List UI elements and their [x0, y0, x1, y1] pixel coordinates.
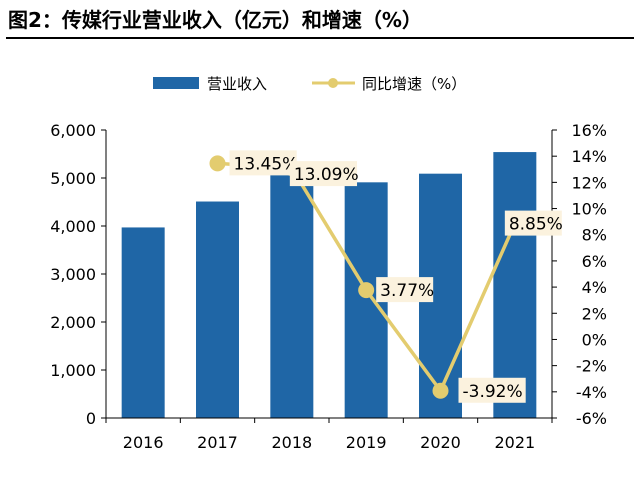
y-right-tick-label: -6% — [576, 409, 607, 428]
y-left-tick-label: 2,000 — [50, 313, 96, 332]
y-right-tick-label: 14% — [571, 147, 607, 166]
y-right-tick-label: 6% — [582, 252, 607, 271]
y-left-tick-label: 5,000 — [50, 169, 96, 188]
y-left-tick-label: 4,000 — [50, 217, 96, 236]
growth-point-2019 — [358, 282, 375, 299]
legend-line-label: 同比增速（%） — [362, 75, 466, 93]
legend-line-dot — [328, 78, 338, 88]
data-label-2018: 13.09% — [294, 165, 359, 185]
data-label-2017: 13.45% — [234, 154, 299, 174]
bar-2018 — [270, 172, 314, 418]
x-tick-label: 2020 — [420, 433, 461, 452]
y-right-tick-label: 10% — [571, 200, 607, 219]
y-right-tick-label: 0% — [582, 330, 607, 349]
bar-2021 — [493, 152, 537, 418]
y-right-tick-label: 2% — [582, 304, 607, 323]
legend-bar-swatch — [153, 77, 199, 89]
legend-bar-label: 营业收入 — [207, 75, 267, 93]
bar-2017 — [196, 201, 239, 418]
y-left-tick-label: 1,000 — [50, 361, 96, 380]
data-label-2021: 8.85% — [509, 215, 563, 235]
y-left-tick-label: 3,000 — [50, 265, 96, 284]
data-label-box — [376, 277, 434, 303]
y-right-tick-label: 12% — [571, 173, 607, 192]
y-left-tick-label: 0 — [86, 409, 96, 428]
data-label-2020: -3.92% — [463, 382, 523, 402]
y-right-tick-label: 4% — [582, 278, 607, 297]
bar-2016 — [121, 227, 165, 418]
figure-title: 图2：传媒行业营业收入（亿元）和增速（%） — [8, 8, 422, 32]
x-tick-label: 2019 — [346, 433, 387, 452]
bars — [121, 152, 537, 418]
legend: 营业收入 同比增速（%） — [153, 75, 466, 93]
growth-point-2020 — [432, 382, 449, 399]
y-left-tick-label: 6,000 — [50, 121, 96, 140]
x-tick-label: 2021 — [494, 433, 535, 452]
y-right-tick-label: 8% — [582, 226, 607, 245]
growth-point-2017 — [209, 155, 226, 172]
data-label-box — [504, 210, 562, 236]
data-label-2019: 3.77% — [380, 281, 434, 301]
data-label-box — [289, 161, 358, 187]
data-label-box — [229, 150, 297, 176]
data-label-box — [458, 377, 526, 403]
y-right-tick-label: 16% — [571, 121, 607, 140]
labels-layer: 13.45%13.09% 3.77% -3.92% 8.85% — [229, 150, 563, 403]
y-right-tick-label: -2% — [576, 357, 607, 376]
axes: 0 1,000 2,000 3,000 4,000 5,000 6,000 -6% -4% -2%… — [50, 121, 607, 452]
x-tick-label: 2018 — [271, 433, 312, 452]
x-tick-label: 2017 — [197, 433, 238, 452]
x-tick-label: 2016 — [123, 433, 164, 452]
y-right-tick-label: -4% — [576, 383, 607, 402]
title-rule — [6, 37, 634, 39]
